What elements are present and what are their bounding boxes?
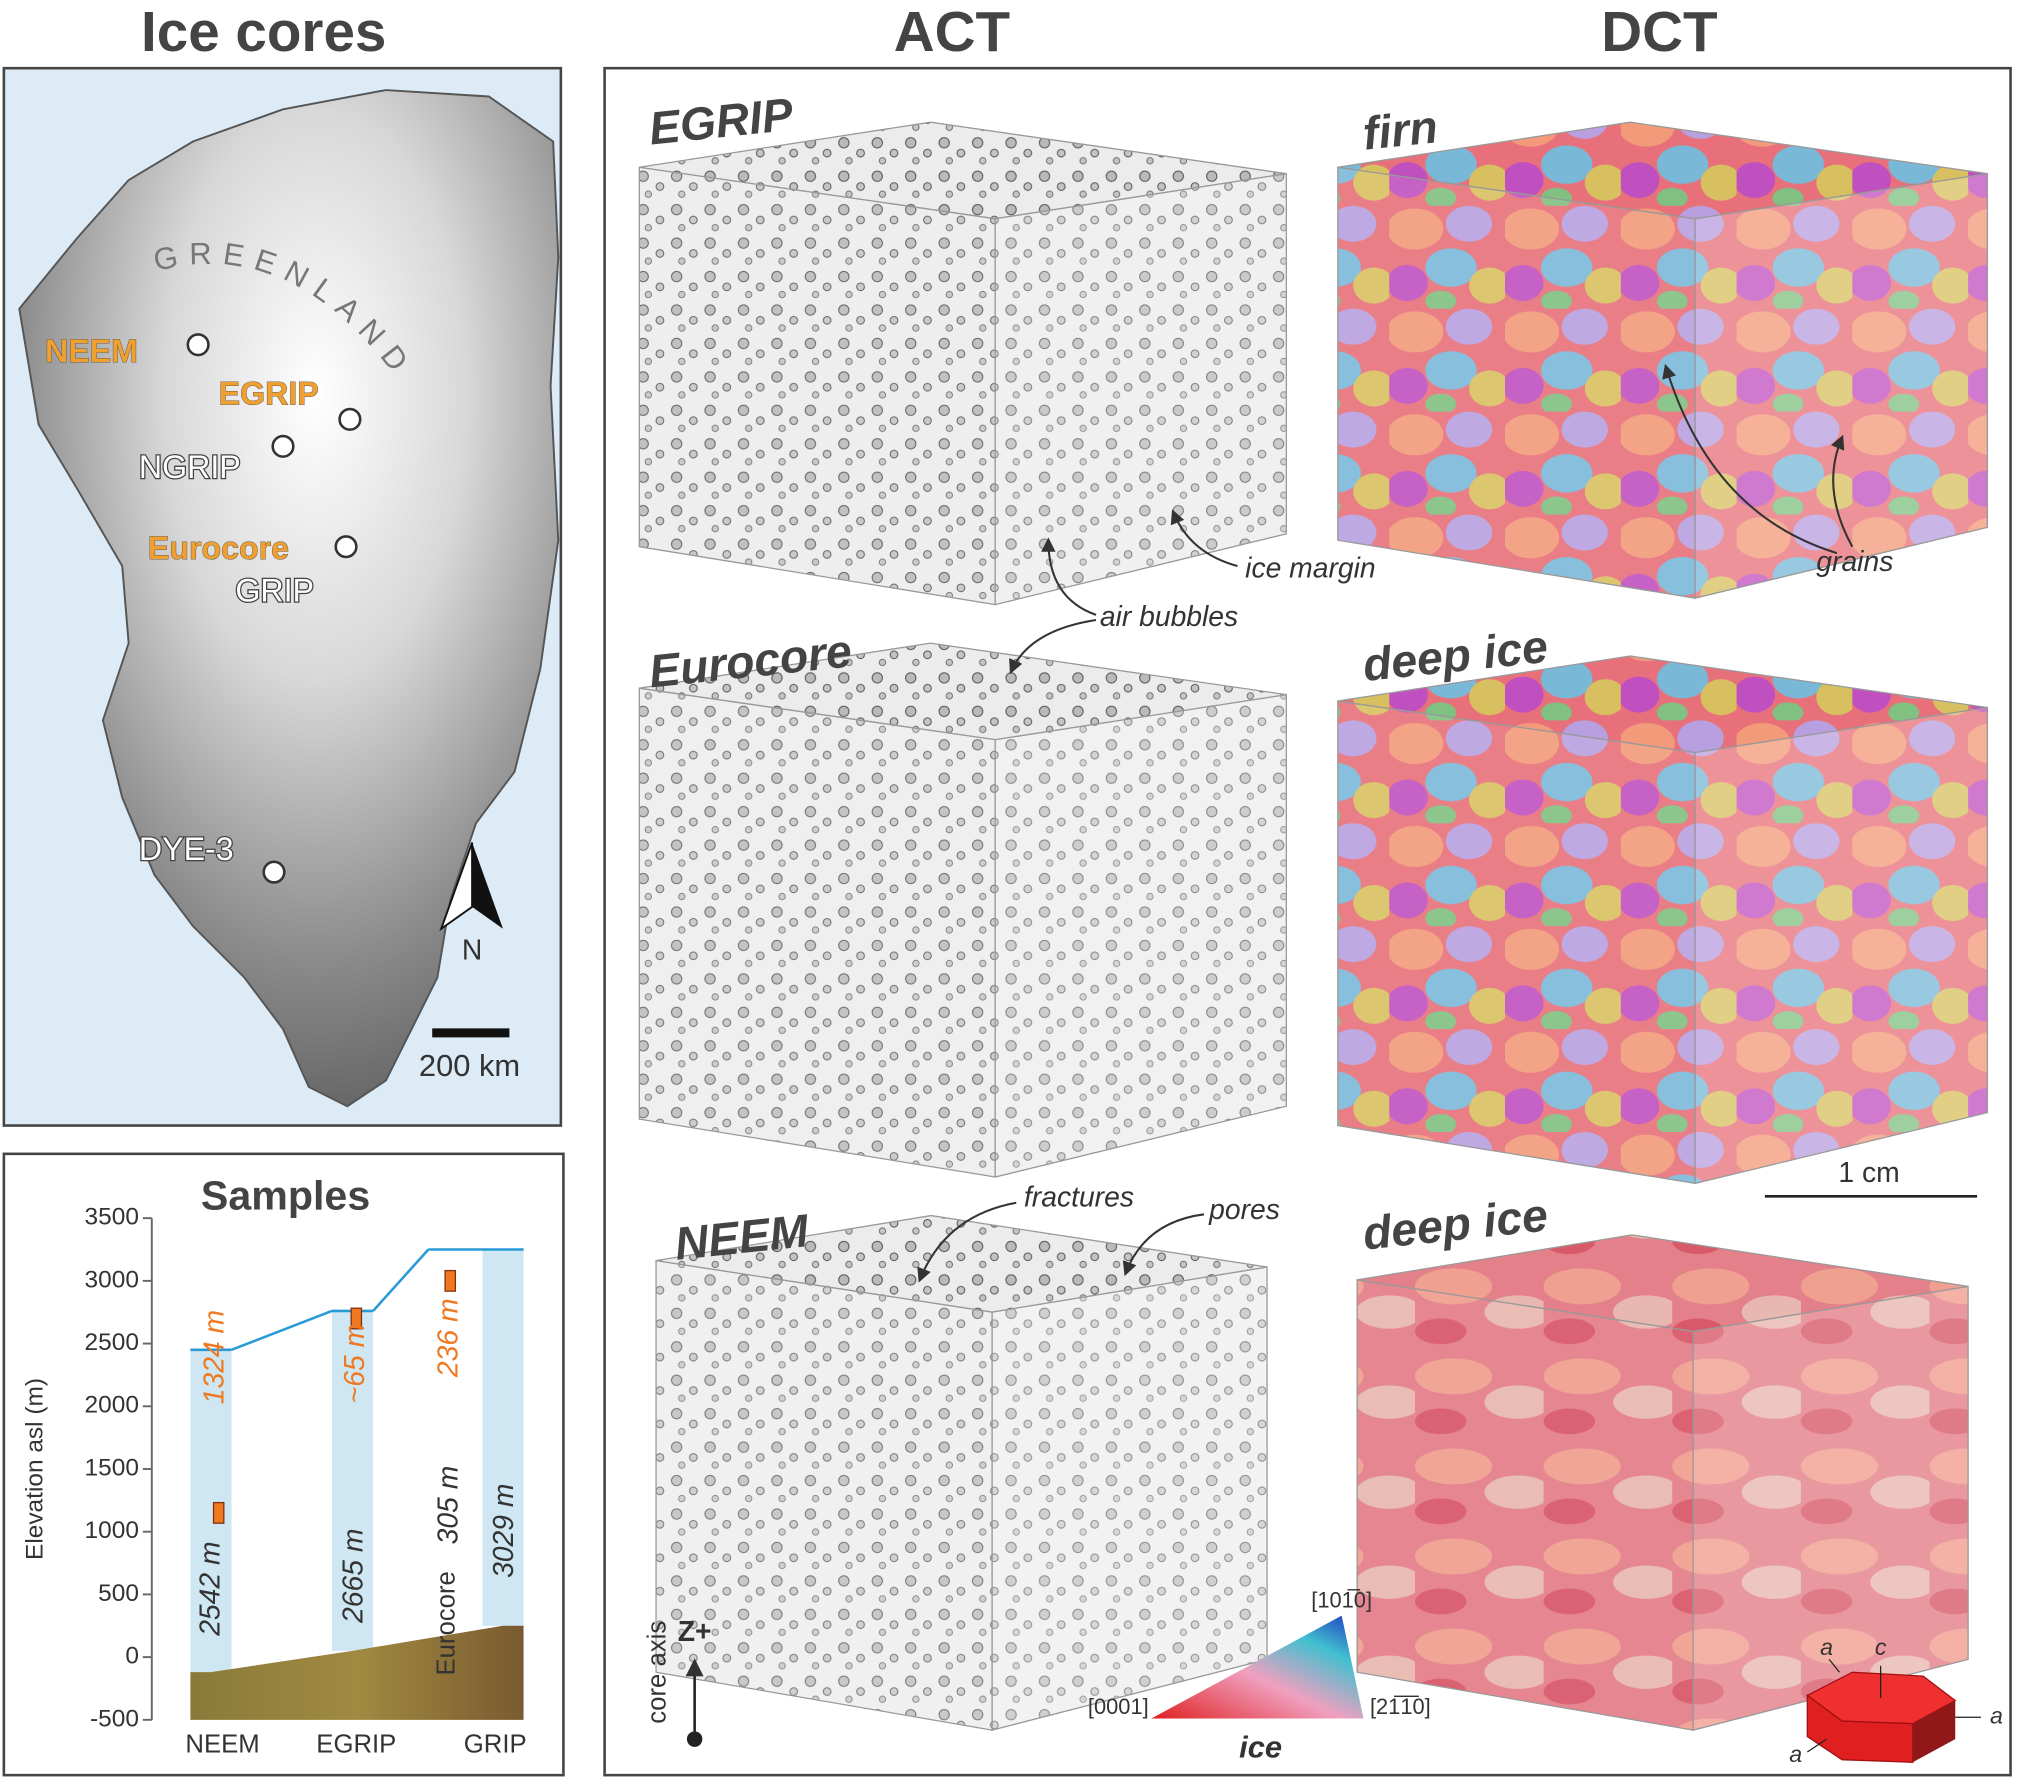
y-tick-label: -500 (90, 1705, 139, 1732)
annotation: fractures (1024, 1180, 1134, 1212)
leaders (917, 363, 1854, 1283)
title: Ice cores (141, 0, 386, 63)
surface-line (231, 1309, 333, 1352)
y-tick-label: 3000 (85, 1266, 139, 1293)
site-label: NGRIP (139, 449, 241, 485)
cube-left (655, 1259, 993, 1731)
chart-title: Samples (201, 1173, 370, 1219)
site-label: GRIP (235, 573, 314, 609)
scale-label: 200 km (419, 1048, 520, 1083)
y-tick-label: 0 (125, 1643, 139, 1670)
cube-right (994, 172, 1287, 606)
cube-right (994, 693, 1287, 1178)
site-label: EGRIP (219, 376, 319, 412)
ice-column (331, 1310, 374, 1651)
crystal-label: a (1789, 1741, 1802, 1767)
x-tick-label: EGRIP (316, 1730, 396, 1758)
thickness-label: 2542 m (194, 1541, 226, 1636)
cube-right (1694, 706, 1989, 1185)
sample-marker (444, 1269, 457, 1292)
cube-top (639, 642, 1287, 741)
thickness-label: 2665 m (337, 1529, 369, 1624)
crystal-label: a (1820, 1634, 1833, 1660)
cube-right (1694, 172, 1989, 599)
cube-right (991, 1266, 1268, 1731)
y-tick-label: 2500 (85, 1329, 139, 1356)
sample-depth-label: 1324 m (198, 1310, 230, 1404)
cube-left (638, 166, 996, 606)
north-label: N (462, 933, 482, 965)
eurocore-depth: 305 m (432, 1466, 464, 1545)
key-label: [101̅0] (1311, 1587, 1372, 1612)
cube-top (1337, 121, 1988, 220)
thickness-label: 3029 m (487, 1484, 519, 1578)
key-label: [0001] (1088, 1694, 1149, 1719)
crystal-label: c (1875, 1634, 1887, 1660)
axis-direction: Z+ (678, 1615, 712, 1647)
site-marker (271, 434, 295, 458)
bedrock (190, 1625, 524, 1720)
title: ACT (894, 0, 1010, 63)
site-marker (338, 407, 362, 431)
sample-depth-label: ~65 m (338, 1324, 370, 1403)
y-axis-label: Elevation asl (m) (21, 1378, 48, 1560)
crystal-label: a (1990, 1702, 2003, 1728)
site-marker (186, 333, 210, 357)
y-tick-label: 3500 (85, 1204, 139, 1231)
y-tick-label: 1500 (85, 1454, 139, 1481)
y-tick-label: 2000 (85, 1392, 139, 1419)
ipf-key (1151, 1615, 1364, 1719)
site-label: NEEM (45, 333, 138, 369)
y-tick-label: 500 (98, 1580, 139, 1607)
axis-origin (686, 1731, 703, 1747)
scale-label: 1 cm (1838, 1156, 1899, 1188)
site-marker (262, 860, 286, 884)
x-tick-label: GRIP (464, 1730, 527, 1758)
north-arrow (439, 842, 503, 932)
cube-top (655, 1214, 1268, 1313)
key-title: ice (1239, 1730, 1282, 1765)
cube-left (638, 687, 996, 1178)
greenland (18, 89, 560, 1108)
title: DCT (1601, 0, 1717, 63)
cube-left (1337, 166, 1696, 599)
annotation: ice margin (1245, 551, 1375, 583)
sample-marker (350, 1307, 363, 1330)
y-tick-label: 1000 (85, 1517, 139, 1544)
ice-column (482, 1249, 524, 1626)
sample-marker (212, 1501, 225, 1524)
cube-left (1337, 700, 1696, 1185)
cube-right (1692, 1285, 1969, 1731)
x-tick-label: NEEM (185, 1730, 259, 1758)
axis-label: core axis (643, 1621, 671, 1724)
annotation: air bubbles (1100, 600, 1238, 632)
sample-label: firn (1360, 100, 1440, 160)
ice-column (190, 1349, 232, 1673)
cubes (638, 121, 1989, 1731)
site-label: Eurocore (148, 530, 289, 566)
cube-top (1356, 1234, 1969, 1333)
eurocore-name: Eurocore (432, 1571, 460, 1675)
crystal (1806, 1658, 1981, 1763)
sample-depth-label: 236 m (432, 1298, 464, 1378)
key-label: [21̅1̅0] (1370, 1694, 1431, 1719)
site-marker (334, 535, 358, 559)
site-label: DYE-3 (139, 831, 234, 867)
cube-left (1356, 1279, 1694, 1731)
cube-top (639, 121, 1287, 220)
cube-top (1337, 655, 1988, 754)
annotation: pores (1208, 1193, 1280, 1225)
surface-line (372, 1248, 430, 1312)
